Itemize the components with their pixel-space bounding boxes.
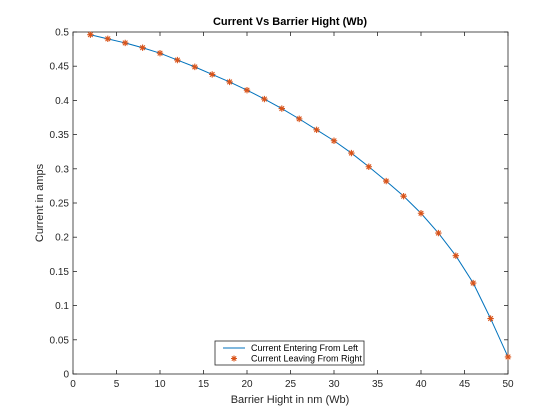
x-tick-label: 40 (415, 379, 427, 390)
x-tick-label: 35 (372, 379, 384, 390)
y-tick-label: 0.35 (50, 130, 70, 141)
data-point-marker (505, 354, 511, 360)
x-tick-label: 50 (502, 379, 514, 390)
plot-area: 0 5 10 15 20 25 30 35 40 45 50 0 0.05 0.1 0.15 0.2 0.25 0… (50, 28, 514, 391)
y-tick-label: 0.45 (50, 62, 70, 73)
legend-label: Current Entering From Left (251, 343, 359, 353)
x-tick-label: 45 (459, 379, 471, 390)
y-tick-label: 0.4 (55, 96, 69, 107)
y-tick-label: 0.15 (50, 267, 70, 278)
x-tick-label: 5 (114, 379, 120, 390)
legend-label: Current Leaving From Right (251, 354, 363, 364)
x-tick-label: 25 (285, 379, 297, 390)
data-point-marker (453, 252, 459, 258)
chart-title: Current Vs Barrier Hight (Wb) (213, 16, 367, 28)
y-tick-label: 0.25 (50, 199, 70, 210)
data-point-marker (87, 32, 93, 38)
data-point-marker (470, 280, 476, 286)
data-point-marker (174, 57, 180, 63)
data-point-marker (366, 164, 372, 170)
data-point-marker (105, 36, 111, 42)
y-tick-label: 0.05 (50, 335, 70, 346)
data-point-marker (383, 178, 389, 184)
x-axis-title: Barrier Hight in nm (Wb) (231, 394, 350, 406)
x-tick-label: 0 (70, 379, 76, 390)
y-tick-label: 0 (63, 370, 69, 381)
data-point-marker (435, 230, 441, 236)
legend-marker-swatch (231, 356, 237, 362)
data-point-marker (192, 64, 198, 70)
data-point-marker (209, 71, 215, 77)
data-point-marker (313, 127, 319, 133)
data-point-marker (244, 87, 250, 93)
data-point-marker (487, 315, 493, 321)
x-tick-label: 20 (241, 379, 253, 390)
data-point-marker (122, 40, 128, 46)
y-tick-label: 0.2 (55, 233, 69, 244)
data-point-marker (400, 193, 406, 199)
x-tick-label: 30 (328, 379, 340, 390)
data-point-marker (348, 150, 354, 156)
data-point-marker (139, 45, 145, 51)
data-point-marker (331, 138, 337, 144)
x-tick-label: 15 (198, 379, 210, 390)
y-tick-label: 0.1 (55, 301, 69, 312)
data-point-marker (157, 50, 163, 56)
plot-frame (73, 32, 508, 374)
data-point-marker (418, 210, 424, 216)
data-point-marker (226, 79, 232, 85)
data-point-marker (279, 105, 285, 111)
y-tick-label: 0.3 (55, 164, 69, 175)
data-point-marker (261, 96, 267, 102)
y-axis-title: Current in amps (34, 163, 46, 242)
y-tick-label: 0.5 (55, 28, 69, 39)
data-point-marker (296, 116, 302, 122)
x-tick-label: 10 (154, 379, 166, 390)
